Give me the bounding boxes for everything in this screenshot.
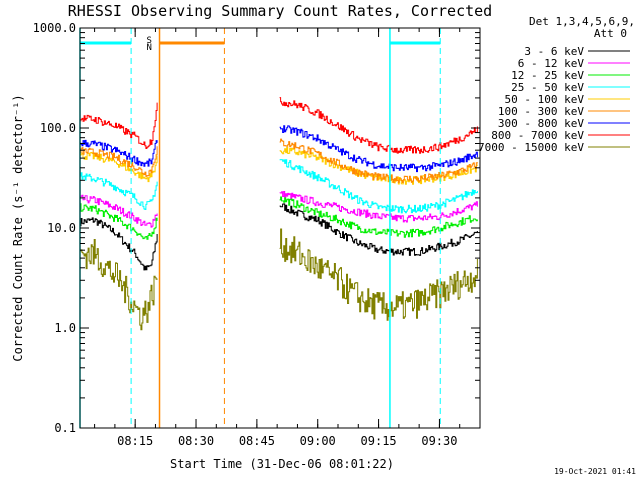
plot-area: [80, 97, 478, 331]
series-line-6-seg1: [80, 139, 158, 167]
series-line-1-seg2: [279, 191, 478, 223]
legend-label-8: 7000 - 15000 keV: [478, 141, 584, 154]
series-line-6-seg2: [279, 125, 478, 173]
series-line-8-seg1: [80, 239, 158, 331]
series-line-3-seg1: [80, 172, 158, 210]
x-tick-label: 09:30: [421, 434, 457, 448]
saa-label: S: [146, 36, 151, 46]
series-line-0-seg1: [80, 217, 158, 271]
legend-label-7: 800 - 7000 keV: [491, 129, 584, 142]
legend-header-line2: Att 0: [594, 27, 627, 40]
legend-label-1: 6 - 12 keV: [518, 57, 585, 70]
series-line-5-seg1: [80, 146, 158, 177]
legend-label-5: 100 - 300 keV: [498, 105, 584, 118]
footer-timestamp: 19-Oct-2021 01:41: [554, 467, 636, 476]
series-line-2-seg1: [80, 203, 158, 240]
series-line-7-seg2: [279, 97, 478, 154]
legend-label-4: 50 - 100 keV: [505, 93, 585, 106]
series-line-7-seg1: [80, 102, 158, 149]
series-line-3-seg2: [279, 159, 478, 214]
x-tick-label: 09:15: [361, 434, 397, 448]
series-line-1-seg1: [80, 194, 158, 228]
y-tick-label: 0.1: [54, 421, 76, 435]
y-axis-label: Corrected Count Rate (s⁻¹ detector⁻¹): [11, 94, 25, 361]
series-line-5-seg2: [279, 138, 478, 183]
series-line-4-seg1: [80, 152, 158, 183]
x-tick-label: 08:15: [117, 434, 153, 448]
legend-label-2: 12 - 25 keV: [511, 69, 584, 82]
x-axis-label: Start Time (31-Dec-06 08:01:22): [170, 457, 394, 471]
series-line-0-seg2: [279, 203, 478, 256]
y-tick-label: 10.0: [47, 221, 76, 235]
x-tick-label: 08:30: [178, 434, 214, 448]
x-tick-label: 08:45: [239, 434, 275, 448]
legend-header-line1: Det 1,3,4,5,6,9,: [529, 15, 635, 28]
y-tick-label: 1.0: [54, 321, 76, 335]
night-label: N: [146, 43, 151, 53]
y-tick-label: 100.0: [40, 121, 76, 135]
series-line-2-seg2: [279, 196, 478, 238]
legend-label-6: 300 - 800 keV: [498, 117, 584, 130]
legend-label-3: 25 - 50 keV: [511, 81, 584, 94]
x-tick-label: 09:00: [300, 434, 336, 448]
axes: 0.1 1.0 10.0 100.0 1000.0 08:15 08:30 08:45 09:0…: [33, 21, 481, 448]
chart-title: RHESSI Observing Summary Count Rates, Co…: [68, 2, 492, 20]
legend-label-0: 3 - 6 keV: [524, 45, 584, 58]
y-tick-label: 1000.0: [33, 21, 76, 35]
series-line-8-seg2: [279, 228, 478, 321]
